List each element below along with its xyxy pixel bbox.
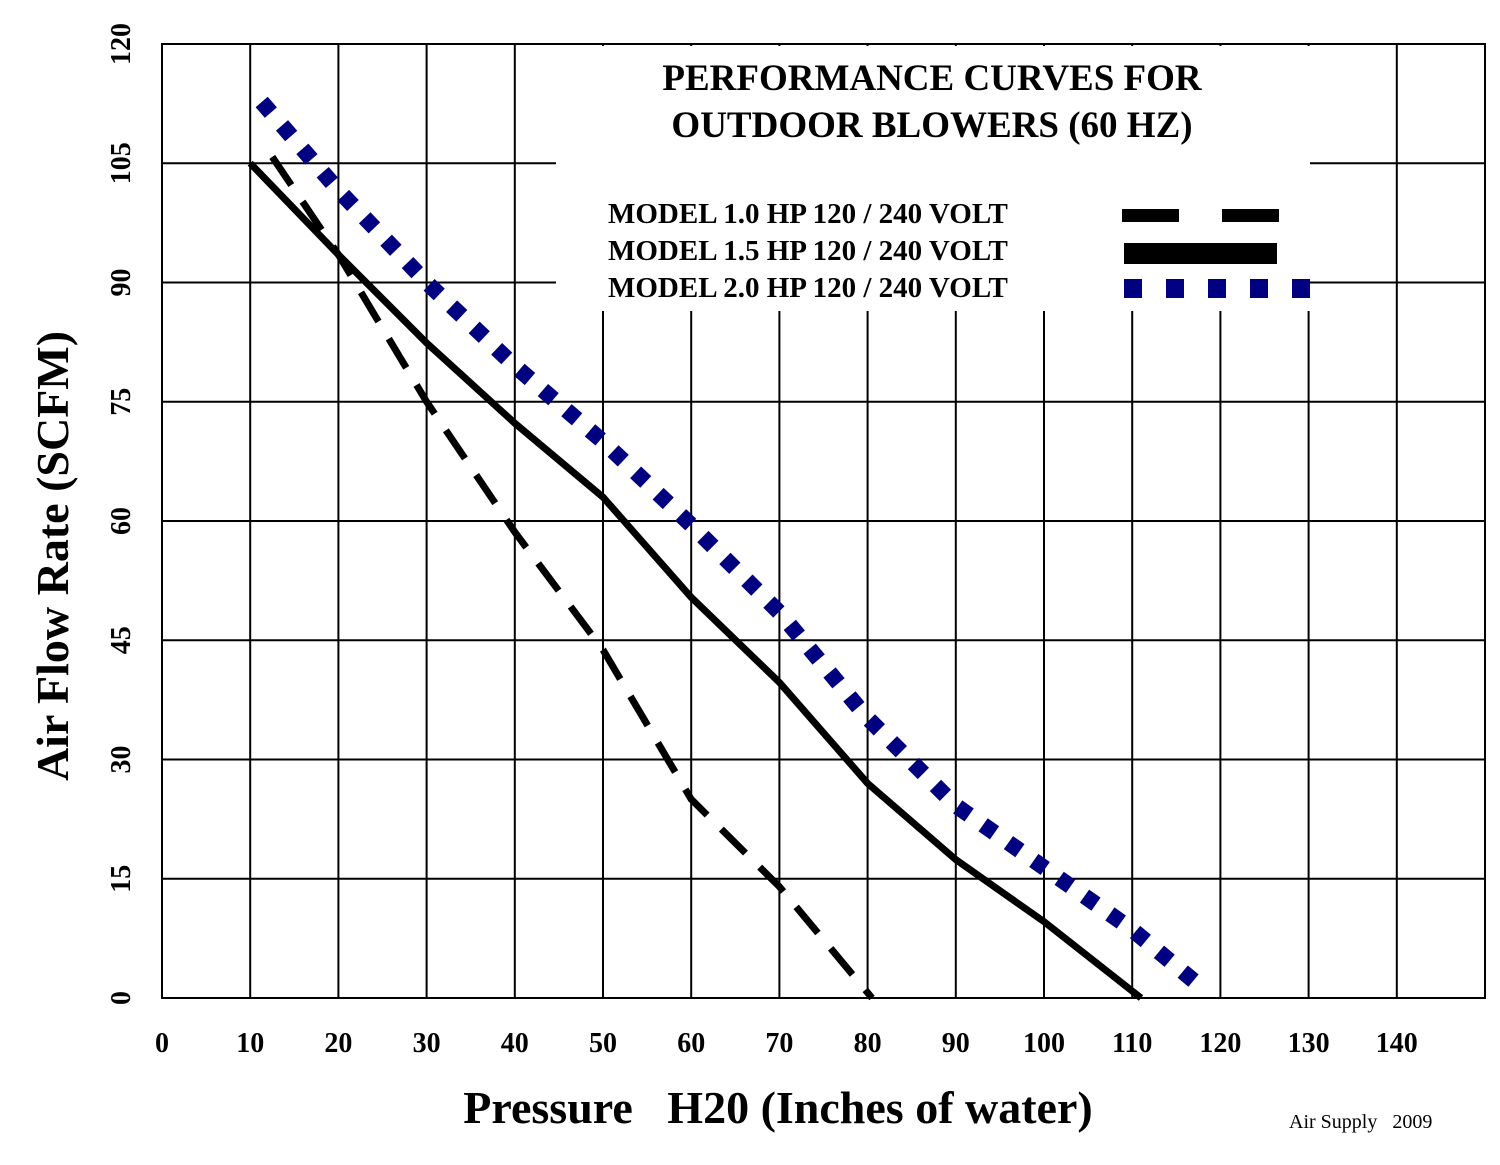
y-axis-title: Air Flow Rate (SCFM) xyxy=(27,331,78,781)
x-tick-label: 90 xyxy=(942,1028,970,1059)
plot-border xyxy=(161,43,1486,999)
x-tick-labels: 0 10 20 30 40 50 60 70 80 90 100 110 120 130 140 xyxy=(155,1028,1418,1059)
x-tick-label: 50 xyxy=(589,1028,617,1059)
x-tick-label: 130 xyxy=(1288,1028,1330,1059)
x-tick-label: 0 xyxy=(155,1028,169,1059)
series-line-3 xyxy=(255,96,1206,993)
x-tick-label: 110 xyxy=(1112,1028,1152,1059)
legend-label-2hp: MODEL 2.0 HP 120 / 240 VOLT xyxy=(608,272,1008,304)
y-tick-label: 105 xyxy=(106,142,137,184)
legend-swatch-2hp xyxy=(1124,279,1310,298)
x-tick-label: 60 xyxy=(677,1028,705,1059)
x-tick-label: 100 xyxy=(1023,1028,1065,1059)
y-tick-label: 0 xyxy=(106,991,137,1005)
legend-label-1-5hp: MODEL 1.5 HP 120 / 240 VOLT xyxy=(608,235,1008,267)
y-tick-label: 30 xyxy=(106,746,137,774)
x-tick-label: 20 xyxy=(324,1028,352,1059)
series-line-2 xyxy=(247,160,1144,1001)
credit-annotation: Air Supply 2009 xyxy=(1289,1111,1432,1133)
series-line-1 xyxy=(269,154,875,1001)
x-tick-label: 30 xyxy=(413,1028,441,1059)
y-tick-label: 75 xyxy=(106,388,137,416)
series-layer xyxy=(247,96,1206,1001)
chart-title-line-1: PERFORMANCE CURVES FOR xyxy=(662,58,1203,99)
y-tick-label: 120 xyxy=(106,23,137,65)
x-tick-label: 140 xyxy=(1376,1028,1418,1059)
x-tick-label: 120 xyxy=(1199,1028,1241,1059)
legend: MODEL 1.0 HP 120 / 240 VOLT MODEL 1.5 HP… xyxy=(608,198,1310,304)
legend-label-1hp: MODEL 1.0 HP 120 / 240 VOLT xyxy=(608,198,1008,230)
x-tick-label: 80 xyxy=(854,1028,882,1059)
x-tick-label: 40 xyxy=(501,1028,529,1059)
legend-box xyxy=(556,46,1310,311)
x-tick-label: 10 xyxy=(236,1028,264,1059)
y-tick-labels: 0 15 30 45 60 75 90 105 120 xyxy=(106,23,137,1005)
x-axis-title: Pressure H20 (Inches of water) xyxy=(463,1082,1092,1133)
y-tick-label: 45 xyxy=(106,626,137,654)
y-tick-label: 60 xyxy=(106,507,137,535)
chart-title-line-2: OUTDOOR BLOWERS (60 HZ) xyxy=(671,105,1192,146)
y-tick-label: 90 xyxy=(106,269,137,297)
legend-swatch-1-5hp xyxy=(1124,243,1277,264)
legend-swatch-1hp xyxy=(1122,209,1279,222)
x-tick-label: 70 xyxy=(765,1028,793,1059)
y-tick-label: 15 xyxy=(106,865,137,893)
